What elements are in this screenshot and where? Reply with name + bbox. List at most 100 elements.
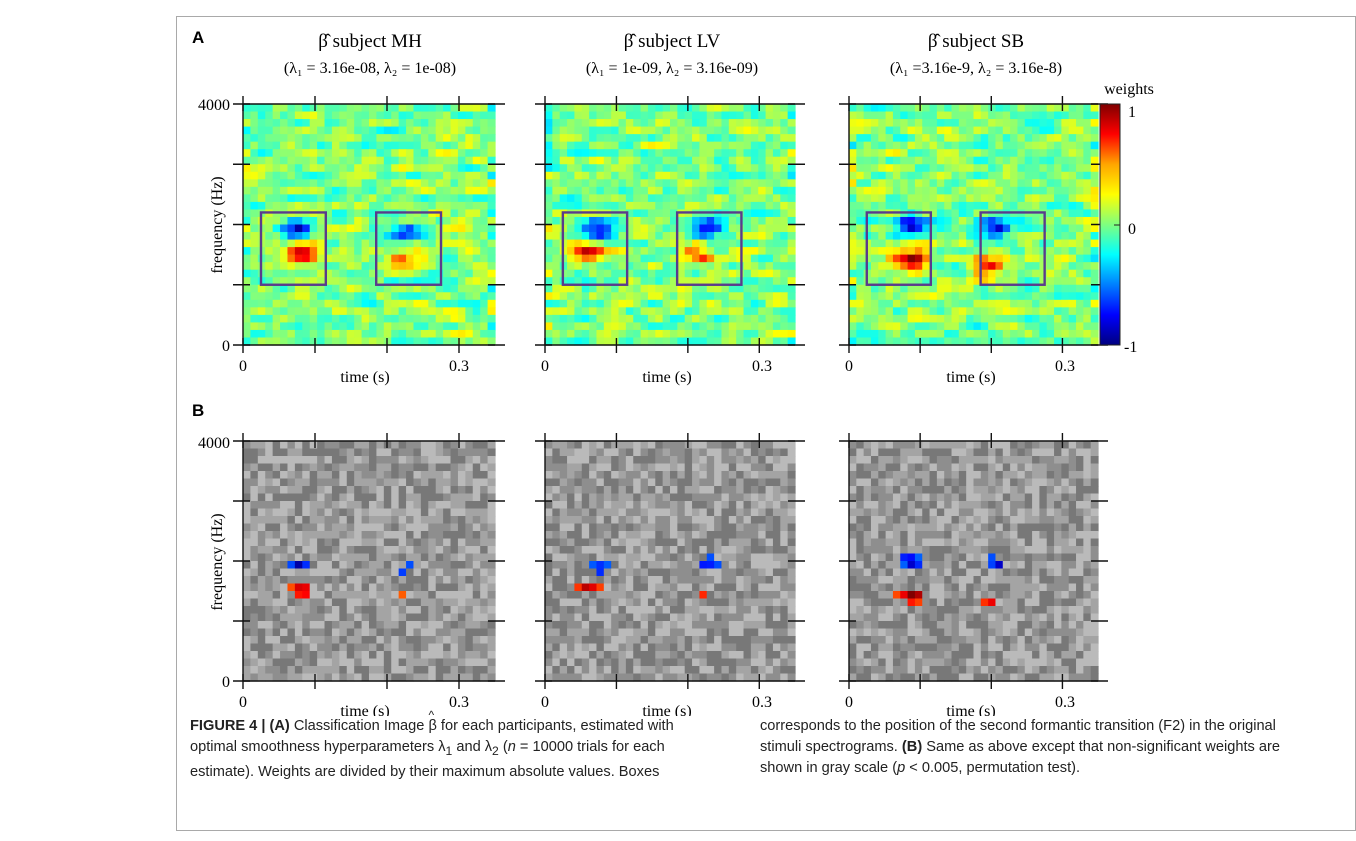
heatmap-cell [647, 134, 656, 143]
heatmap-cell [728, 553, 737, 562]
heatmap-cell [428, 201, 437, 211]
heatmap-cell [581, 337, 590, 346]
heatmap-cell [294, 493, 303, 502]
heatmap-cell [420, 126, 429, 135]
heatmap-cell [1046, 216, 1055, 226]
heatmap-b-lv [545, 441, 796, 682]
heatmap-cell [243, 284, 252, 293]
heatmap-cell [413, 478, 422, 487]
heatmap-cell [450, 171, 459, 180]
heatmap-cell [870, 156, 879, 165]
heatmap-cell [545, 538, 553, 547]
heatmap-cell [743, 553, 752, 562]
heatmap-cell [662, 486, 671, 495]
heatmap-cell [907, 149, 916, 158]
panel-label-b: B [192, 401, 204, 420]
heatmap-cell [420, 194, 429, 203]
heatmap-cell [354, 553, 363, 562]
heatmap-cell [750, 164, 759, 173]
heatmap-cell [354, 651, 363, 660]
heatmap-cell [376, 277, 385, 286]
heatmap-cell [280, 171, 289, 180]
heatmap-cell [849, 269, 857, 278]
heatmap-cell [787, 119, 796, 128]
heatmap-cell [265, 307, 274, 316]
heatmap-cell [958, 119, 967, 128]
heatmap-cell [736, 134, 745, 143]
heatmap-cell [581, 314, 590, 324]
heatmap-cell [391, 232, 400, 241]
heatmap-cell [596, 134, 605, 143]
heatmap-cell [1024, 314, 1033, 324]
heatmap-cell [287, 456, 296, 465]
heatmap-cell [787, 299, 796, 308]
heatmap-cell [272, 486, 281, 495]
heatmap-cell [633, 523, 642, 532]
heatmap-cell [618, 247, 627, 256]
heatmap-cell [787, 307, 796, 316]
heatmap-cell [443, 224, 452, 233]
heatmap-cell [750, 186, 759, 195]
heatmap-cell [1046, 232, 1055, 241]
heatmap-cell [721, 478, 730, 487]
heatmap-cell [662, 171, 671, 180]
heatmap-cell [567, 538, 576, 547]
heatmap-cell [257, 666, 266, 675]
heatmap-cell [435, 156, 444, 165]
heatmap-cell [324, 292, 333, 301]
heatmap-cell [603, 329, 612, 339]
heatmap-cell [487, 508, 496, 517]
heatmap-cell [552, 493, 561, 502]
heatmap-cell [346, 606, 355, 615]
heatmap-cell [480, 307, 489, 316]
heatmap-cell [1039, 247, 1048, 256]
heatmap-cell [413, 232, 422, 241]
heatmap-cell [758, 164, 767, 173]
heatmap-cell [922, 134, 931, 143]
heatmap-cell [324, 673, 333, 682]
heatmap-cell [450, 441, 459, 450]
heatmap-cell [677, 531, 686, 540]
heatmap-cell [317, 493, 326, 502]
heatmap-cell [250, 314, 259, 324]
heatmap-cell [443, 262, 452, 271]
heatmap-cell [944, 216, 953, 226]
heatmap-cell [450, 194, 459, 203]
heatmap-cell [398, 201, 407, 211]
heatmap-cell [398, 247, 407, 256]
heatmap-cell [406, 651, 415, 660]
heatmap-cell [640, 239, 649, 248]
heatmap-cell [714, 164, 723, 173]
heatmap-cell [339, 322, 348, 331]
heatmap-cell [398, 232, 407, 241]
heatmap-cell [640, 224, 649, 233]
heatmap-cell [346, 651, 355, 660]
heatmap-cell [354, 621, 363, 630]
heatmap-cell [243, 307, 252, 316]
heatmap-cell [1032, 126, 1041, 135]
heatmap-cell [294, 262, 303, 271]
heatmap-cell [787, 104, 796, 113]
heatmap-cell [413, 538, 422, 547]
heatmap-cell [885, 232, 894, 241]
heatmap-cell [1046, 179, 1055, 188]
heatmap-cell [287, 337, 296, 346]
heatmap-cell [294, 456, 303, 465]
heatmap-cell [736, 508, 745, 517]
heatmap-cell [611, 284, 620, 293]
heatmap-cell [354, 322, 363, 331]
heatmap-cell [331, 232, 340, 241]
heatmap-cell [736, 156, 745, 165]
heatmap-cell [929, 322, 938, 331]
heatmap-cell [406, 232, 415, 241]
heatmap-cell [914, 337, 923, 346]
heatmap-cell [250, 292, 259, 301]
heatmap-cell [618, 568, 627, 577]
heatmap-cell [662, 576, 671, 585]
heatmap-cell [294, 292, 303, 301]
heatmap-cell [272, 134, 281, 143]
heatmap-cell [465, 658, 474, 667]
heatmap-cell [309, 329, 318, 339]
heatmap-cell [670, 254, 678, 263]
heatmap-cell [487, 224, 496, 233]
